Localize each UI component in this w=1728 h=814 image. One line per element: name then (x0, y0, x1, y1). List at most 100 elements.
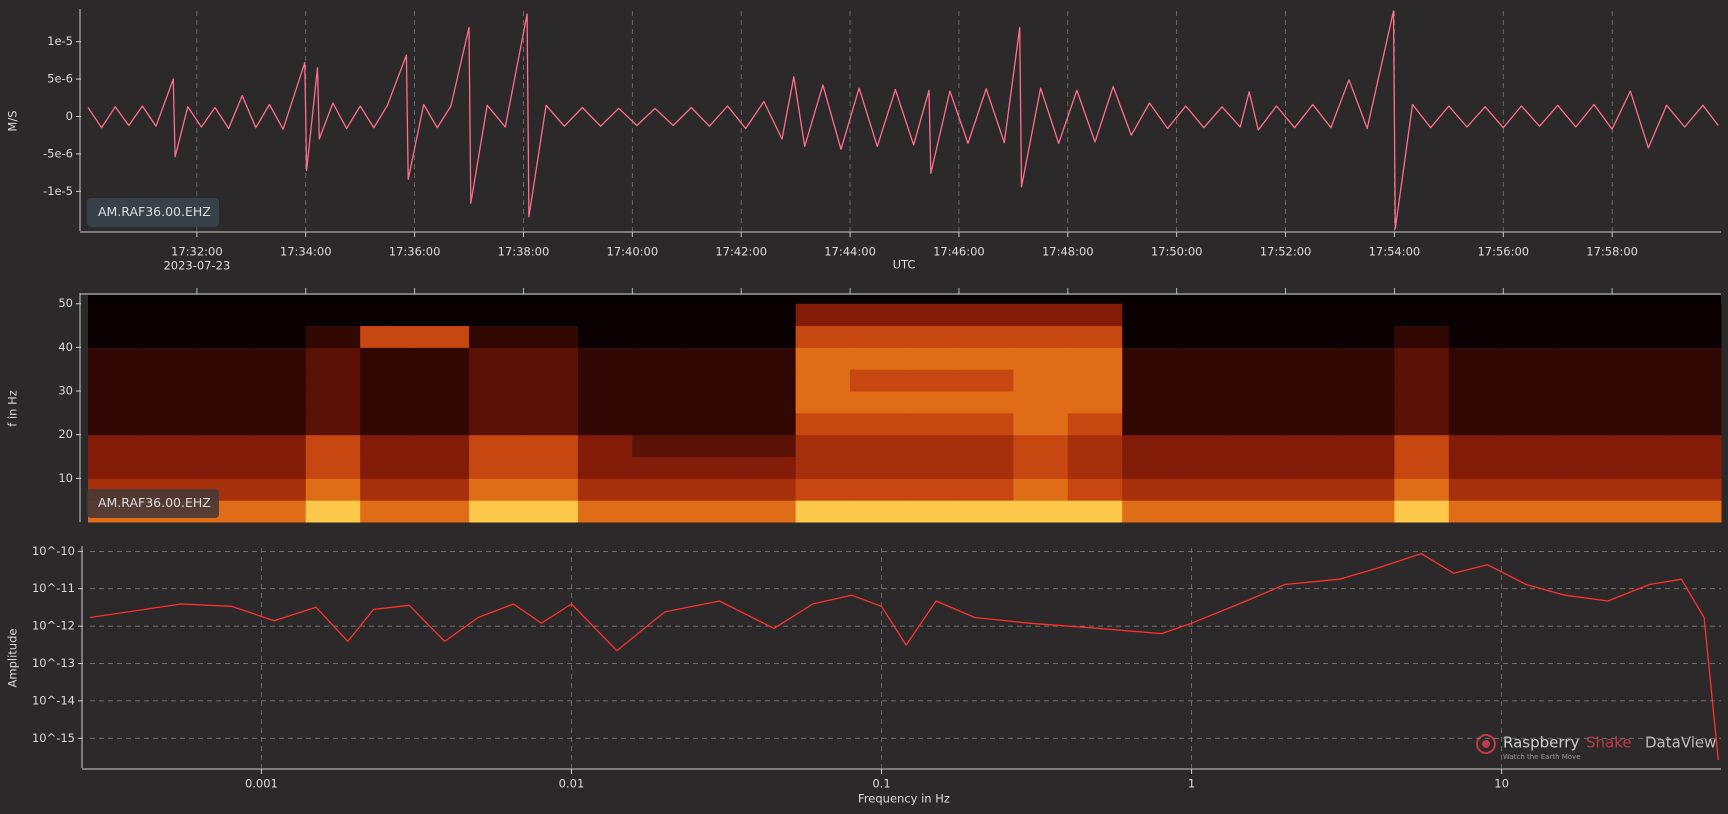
heat-cell (1557, 456, 1613, 479)
heat-cell (1067, 412, 1123, 436)
heat-cell (469, 347, 524, 370)
heat-cell (958, 500, 1014, 523)
heat-cell (251, 500, 307, 523)
heat-cell (795, 369, 851, 392)
heat-cell (795, 478, 851, 501)
y-tick-label: 50 (58, 296, 73, 310)
x-tick-label: 17:32:00 (171, 245, 223, 259)
heat-cell (414, 478, 470, 501)
heat-cell (1612, 391, 1668, 414)
heat-cell (142, 347, 198, 370)
heat-cell (904, 391, 960, 414)
heat-cell (196, 347, 252, 370)
heat-cell (1666, 347, 1722, 370)
heat-cell (1067, 325, 1123, 348)
heat-cell (1339, 325, 1395, 348)
heat-cell (795, 325, 851, 348)
heat-cell (1231, 456, 1287, 479)
heat-cell (1231, 500, 1287, 523)
station-label: AM.RAF36.00.EHZ (98, 204, 211, 219)
heat-cell (958, 325, 1014, 348)
heat-cell (1285, 456, 1341, 479)
y-axis-label: Amplitude (6, 629, 20, 688)
series-line (87, 10, 1719, 230)
x-tick-label: 17:36:00 (389, 245, 441, 259)
heat-cell (360, 434, 416, 458)
heat-cell (1503, 347, 1559, 370)
heat-cell (686, 369, 742, 392)
heat-cell (741, 478, 797, 501)
heat-cell (305, 325, 361, 348)
heat-cell (1231, 434, 1287, 458)
heat-cell (1231, 347, 1287, 370)
heat-cell (1013, 369, 1069, 392)
heat-cell (1013, 325, 1069, 348)
heat-cell (1503, 478, 1559, 501)
heat-cell (1122, 500, 1178, 523)
heat-cell (1285, 434, 1341, 458)
heat-cell (741, 412, 797, 436)
heat-cell (1557, 303, 1613, 327)
heat-cell (958, 434, 1014, 458)
heat-cell (1557, 500, 1613, 523)
heat-cell (251, 391, 307, 414)
heat-cell (1557, 412, 1613, 436)
heat-cell (577, 347, 633, 370)
heat-cell (741, 391, 797, 414)
tagline: Watch the Earth Move (1503, 753, 1581, 761)
heat-cell (469, 412, 524, 436)
heat-cell (360, 347, 416, 370)
heat-cell (88, 347, 143, 370)
heat-cell (904, 412, 960, 436)
heat-cell (1557, 369, 1613, 392)
heat-cell (741, 347, 797, 370)
heat-cell (305, 478, 361, 501)
heat-cell (469, 391, 524, 414)
heat-cell (686, 478, 742, 501)
heat-cell (632, 391, 688, 414)
heat-cell (1067, 303, 1123, 327)
heat-cell (1666, 303, 1722, 327)
heat-cell (1448, 500, 1504, 523)
heat-cell (414, 347, 470, 370)
heat-cell (741, 500, 797, 523)
heat-cell (850, 412, 905, 436)
y-tick-label: 30 (58, 384, 73, 398)
heat-cell (1448, 347, 1504, 370)
heat-cell (523, 325, 579, 348)
heat-cell (632, 478, 688, 501)
date-label: 2023-07-23 (163, 259, 230, 273)
heat-cell (577, 303, 633, 327)
heat-cell (1394, 347, 1450, 370)
heat-cell (632, 456, 688, 479)
heat-cell (1285, 500, 1341, 523)
heat-cell (1666, 391, 1722, 414)
heat-cell (1394, 412, 1450, 436)
heat-cell (196, 303, 252, 327)
y-tick-label: 10^-12 (32, 619, 75, 633)
heat-cell (632, 369, 688, 392)
x-tick-label: 17:40:00 (607, 245, 659, 259)
heat-cell (1448, 303, 1504, 327)
heat-cell (196, 369, 252, 392)
heat-cell (577, 478, 633, 501)
heat-cell (632, 500, 688, 523)
heat-cell (88, 412, 143, 436)
heat-cell (795, 391, 851, 414)
heat-cell (1503, 303, 1559, 327)
y-tick-label: 40 (58, 340, 73, 354)
heat-cell (1231, 391, 1287, 414)
heat-cell (1448, 325, 1504, 348)
station-badge (87, 489, 219, 518)
heat-cell (1339, 456, 1395, 479)
x-tick-label: 17:42:00 (715, 245, 767, 259)
heat-cell (142, 456, 198, 479)
heat-cell (958, 347, 1014, 370)
heat-cell (958, 391, 1014, 414)
y-tick-label: 10^-13 (32, 656, 75, 670)
heat-cell (251, 412, 307, 436)
heat-cell (686, 456, 742, 479)
heat-cell (1013, 391, 1069, 414)
heat-cell (1394, 325, 1450, 348)
heat-cell (850, 434, 905, 458)
